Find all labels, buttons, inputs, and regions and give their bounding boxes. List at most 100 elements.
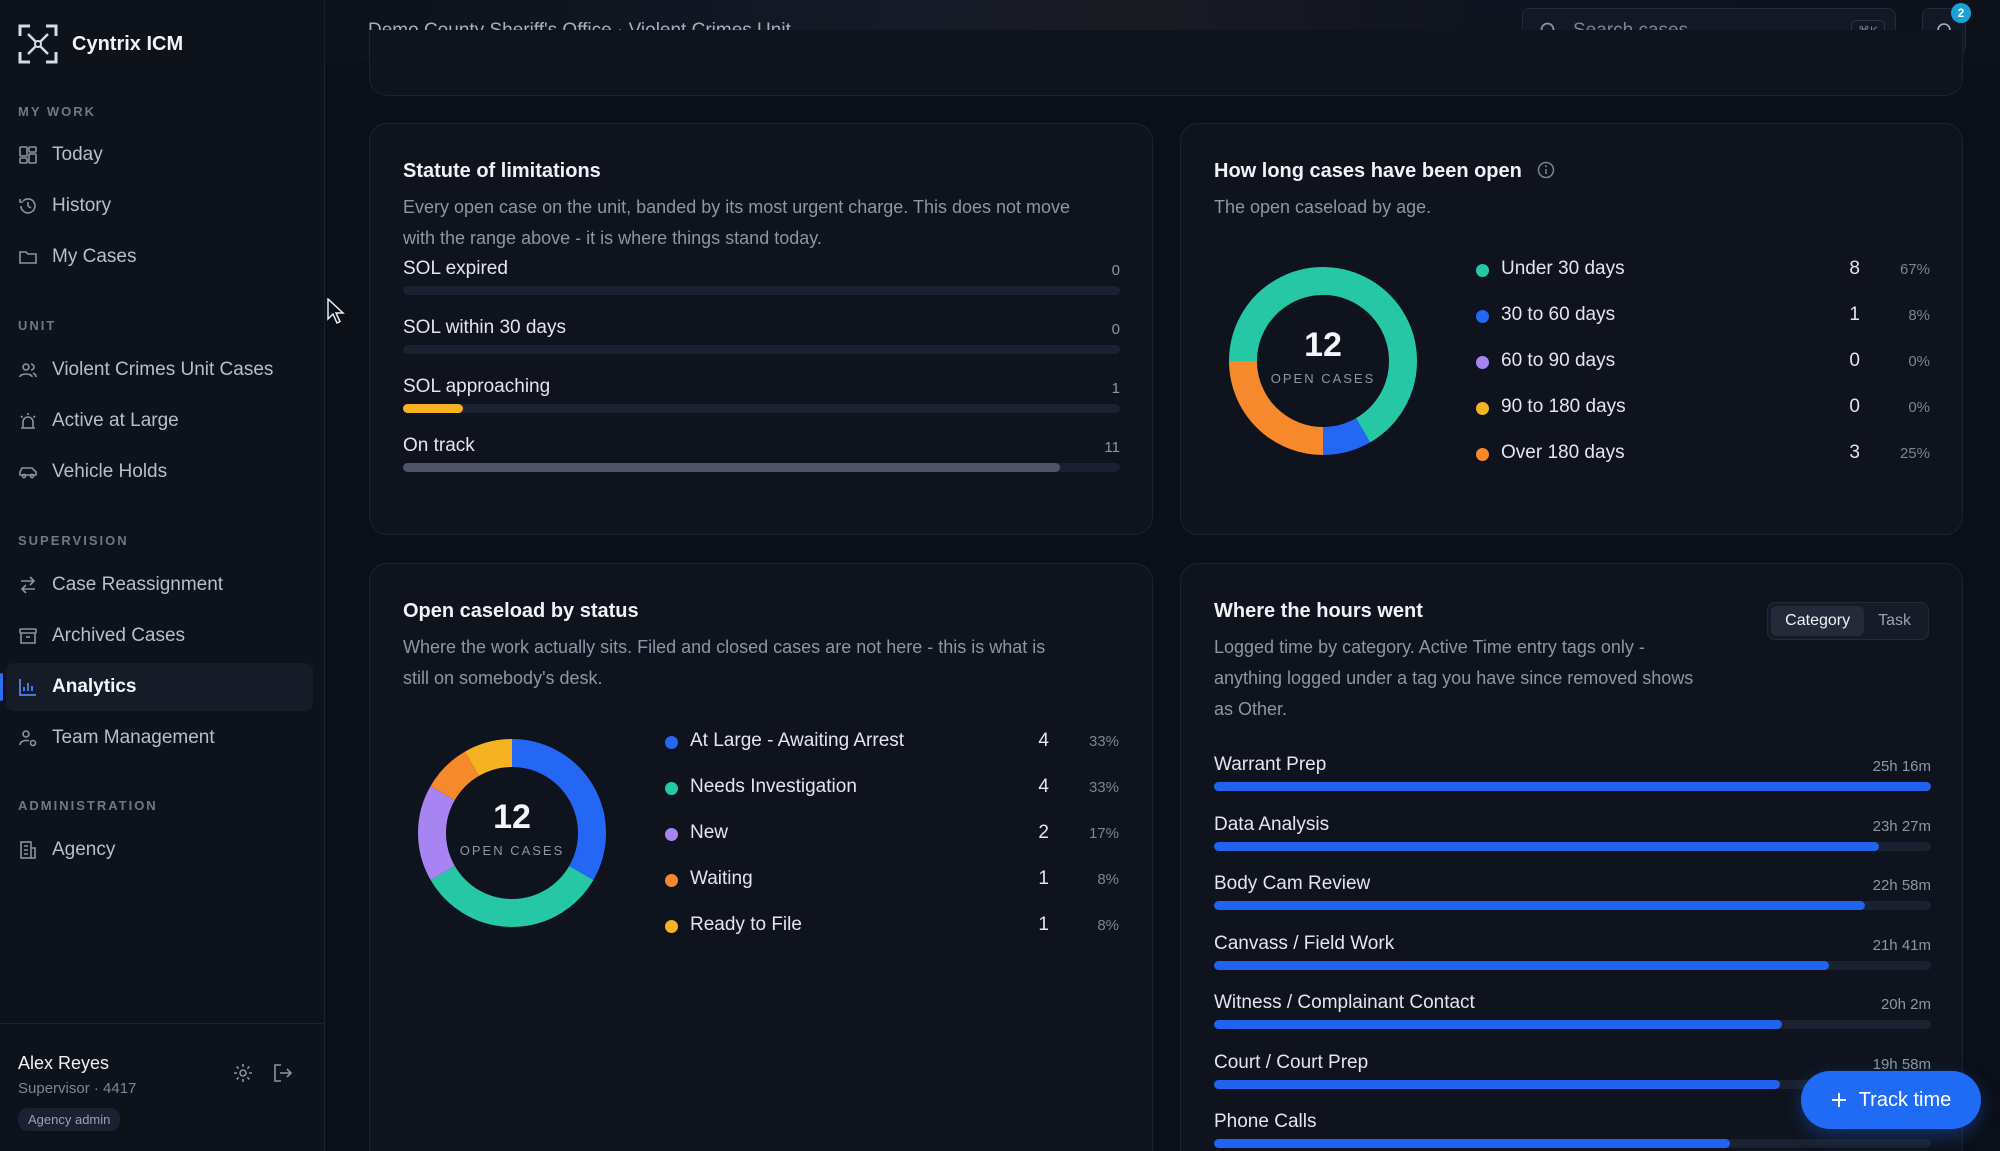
donut-center: 12 OPEN CASES: [1226, 326, 1420, 386]
logout-icon[interactable]: [272, 1062, 294, 1084]
card-title: Statute of limitations: [403, 160, 601, 182]
hours-row-label: Court / Court Prep: [1214, 1051, 1369, 1073]
section-administration: ADMINISTRATION: [18, 798, 158, 813]
legend-percent: 8%: [1908, 307, 1930, 324]
toggle-category[interactable]: Category: [1771, 606, 1865, 636]
sidebar-item-history[interactable]: History: [6, 182, 313, 230]
hours-row-label: Body Cam Review: [1214, 873, 1371, 894]
sidebar-item-vehicle-holds[interactable]: Vehicle Holds: [6, 448, 313, 496]
hours-bar-fill: [1214, 1079, 1781, 1089]
legend-label: Ready to File: [690, 914, 802, 935]
legend-count: 2: [1038, 822, 1049, 843]
subtitle-line: anything logged under a tag you have sin…: [1214, 668, 1694, 688]
legend-row: 30 to 60 days 1 8%: [1476, 302, 1930, 332]
sol-bar-track: [403, 404, 1120, 413]
settings-gear-icon[interactable]: [232, 1062, 254, 1084]
legend-row: Ready to File 1 8%: [665, 912, 1119, 942]
legend-percent: 0%: [1908, 353, 1930, 370]
open-cases-count: 12: [493, 798, 531, 836]
sidebar-item-label: Team Management: [52, 727, 215, 748]
open-cases-caption: OPEN CASES: [1270, 371, 1376, 386]
section-my-work: MY WORK: [18, 104, 97, 119]
legend-dot: [665, 920, 678, 933]
user-name: Alex Reyes: [18, 1053, 110, 1073]
sol-row-value: 11: [1104, 439, 1120, 456]
hours-row: Witness / Complainant Contact 20h 2m: [1214, 992, 1931, 1032]
hours-row-label: Warrant Prep: [1214, 754, 1327, 775]
subtitle-line: Where the work actually sits. Filed and …: [403, 637, 1046, 657]
toggle-task[interactable]: Task: [1878, 612, 1911, 629]
sidebar-item-analytics[interactable]: Analytics: [0, 663, 313, 711]
sidebar-item-agency[interactable]: Agency: [6, 826, 313, 874]
card-subtitle: Logged time by category. Active Time ent…: [1214, 632, 1693, 725]
legend-label: At Large - Awaiting Arrest: [690, 730, 905, 751]
user-panel: Alex Reyes Supervisor · 4417 Agency admi…: [0, 1023, 325, 1151]
brand[interactable]: Cyntrix ICM: [18, 24, 183, 64]
statute-of-limitations-card: Statute of limitations Every open case o…: [369, 123, 1153, 535]
hours-row: Canvass / Field Work 21h 41m: [1214, 933, 1931, 973]
hours-row-value: 23h 27m: [1872, 817, 1931, 835]
sidebar-item-label: Archived Cases: [52, 625, 186, 646]
mouse-cursor-icon: [327, 298, 345, 324]
donut-slice: [418, 786, 456, 880]
cyntrix-logo-icon: [18, 24, 58, 64]
sidebar-item-case-reassignment[interactable]: Case Reassignment: [6, 561, 313, 609]
hours-bar-track: [1214, 1079, 1931, 1089]
sol-row: SOL expired 0: [403, 258, 1120, 298]
legend-count: 1: [1849, 304, 1860, 325]
sidebar-item-today[interactable]: Today: [6, 131, 313, 179]
sol-row-label: SOL expired: [403, 258, 508, 279]
grid-icon: [19, 146, 37, 164]
hours-bar-fill: [1214, 1139, 1731, 1148]
donut-slice: [1322, 417, 1370, 455]
hours-bar-track: [1214, 1139, 1931, 1148]
siren-icon: [20, 413, 36, 429]
users-icon: [19, 363, 37, 378]
sidebar-item-label: Analytics: [52, 676, 137, 697]
legend-dot: [1476, 264, 1489, 277]
legend-dot: [1476, 448, 1489, 461]
user-role: Supervisor · 4417: [18, 1080, 137, 1097]
hours-bar-fill: [1214, 1020, 1782, 1029]
hours-row: Court / Court Prep 19h 58m: [1214, 1052, 1931, 1092]
sidebar-item-team-management[interactable]: Team Management: [6, 714, 313, 762]
sidebar-item-label: Vehicle Holds: [52, 461, 168, 482]
card-subtitle: Where the work actually sits. Filed and …: [403, 632, 1045, 694]
sol-bar-track: [403, 286, 1120, 295]
car-icon: [19, 467, 37, 479]
legend-count: 4: [1038, 730, 1049, 751]
sidebar-item-my-cases[interactable]: My Cases: [6, 233, 313, 281]
legend-percent: 25%: [1899, 445, 1930, 462]
sidebar-item-archived-cases[interactable]: Archived Cases: [6, 612, 313, 660]
sidebar: Cyntrix ICM MY WORK Today History My Cas…: [0, 0, 325, 1151]
hours-bar-track: [1214, 841, 1931, 851]
track-time-button[interactable]: Track time: [1801, 1071, 1981, 1129]
donut-slice: [1229, 267, 1417, 443]
hours-row-label: Data Analysis: [1214, 813, 1330, 835]
previous-card-edge: [369, 30, 1963, 96]
role-badge: Agency admin: [18, 1108, 121, 1131]
hours-row-value: 20h 2m: [1880, 996, 1931, 1013]
sol-bar-track: [403, 345, 1120, 354]
legend-label: Under 30 days: [1501, 258, 1625, 279]
sidebar-item-active-at-large[interactable]: Active at Large: [6, 397, 313, 445]
app-name: Cyntrix ICM: [72, 32, 184, 55]
donut-slice: [430, 751, 480, 801]
sidebar-item-label: Today: [52, 144, 103, 165]
sol-row-value: 0: [1111, 262, 1120, 279]
legend-dot: [665, 828, 678, 841]
legend-dot: [1476, 356, 1489, 369]
hours-row-label: Phone Calls: [1214, 1111, 1317, 1132]
legend-percent: 33%: [1088, 733, 1119, 750]
sidebar-item-unit-cases[interactable]: Violent Crimes Unit Cases: [6, 346, 313, 394]
hours-row: Warrant Prep 25h 16m: [1214, 754, 1931, 794]
building-icon: [20, 841, 36, 859]
legend-label: Waiting: [690, 868, 753, 889]
sol-row-value: 0: [1111, 321, 1120, 338]
legend-count: 3: [1849, 442, 1860, 463]
hours-bar-track: [1214, 960, 1931, 970]
info-icon[interactable]: [1537, 161, 1555, 179]
sol-row: On track 11: [403, 435, 1120, 475]
sol-row: SOL approaching 1: [403, 376, 1120, 416]
legend-count: 0: [1849, 396, 1860, 417]
